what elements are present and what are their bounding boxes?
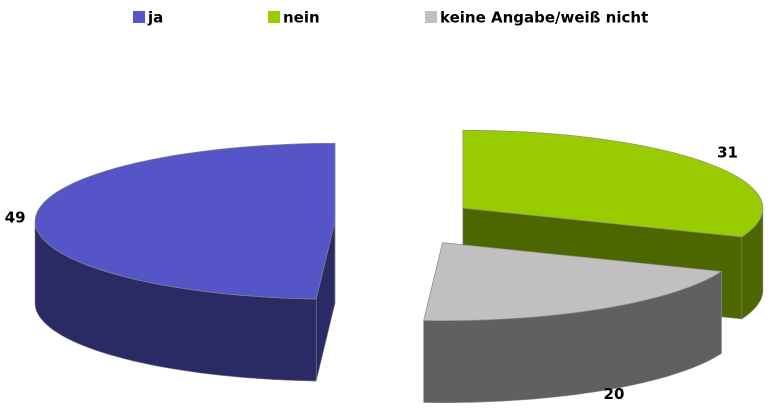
legend-label: keine Angabe/weiß nicht	[440, 9, 648, 27]
slice	[34, 142, 336, 300]
data-label: 31	[717, 144, 738, 162]
legend-label: nein	[283, 9, 320, 27]
slice	[423, 242, 723, 321]
legend-swatch	[133, 11, 145, 23]
legend-swatch	[425, 11, 437, 23]
legend-label: ja	[147, 9, 163, 27]
slice	[462, 129, 764, 238]
legend-swatch	[268, 11, 280, 23]
data-label: 49	[5, 209, 26, 227]
data-label: 20	[604, 385, 625, 403]
